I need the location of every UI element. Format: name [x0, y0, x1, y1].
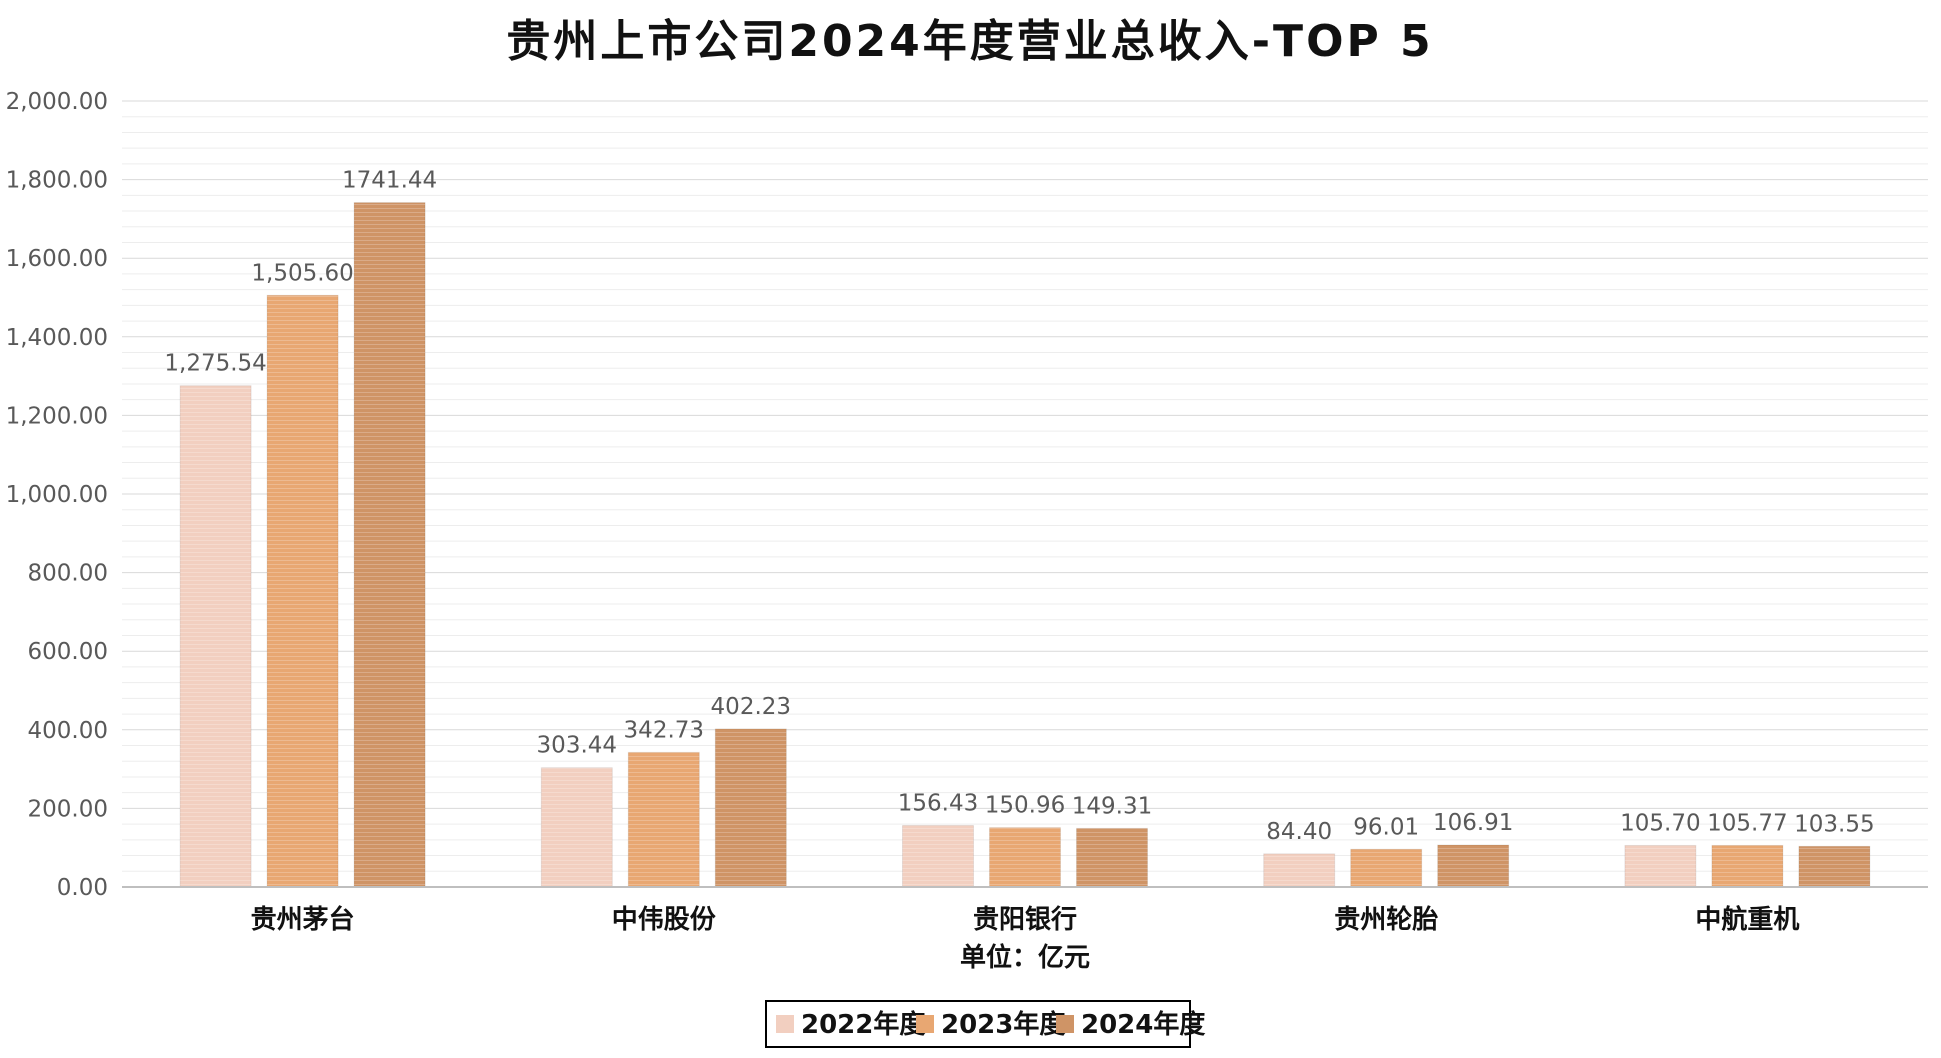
data-label: 96.01	[1353, 814, 1419, 840]
x-tick-label: 贵阳银行	[973, 904, 1077, 935]
bar-texture	[1437, 844, 1509, 887]
x-axis-title: 单位：亿元	[960, 942, 1090, 973]
data-label: 1,275.54	[164, 351, 266, 377]
bar-texture	[267, 295, 339, 887]
y-tick-label: 1,200.00	[6, 403, 108, 429]
bar-texture	[902, 825, 974, 887]
data-label: 105.77	[1707, 810, 1787, 836]
data-label: 84.40	[1266, 819, 1332, 845]
data-label: 1741.44	[342, 168, 437, 194]
bar-texture	[1350, 849, 1422, 887]
data-labels: 1,275.54 1,505.60 1741.44 303.44 342.73 402.2…	[164, 168, 1874, 845]
data-label: 303.44	[537, 733, 617, 759]
data-label: 402.23	[711, 694, 791, 720]
y-tick-label: 200.00	[28, 796, 108, 822]
bar-texture	[989, 827, 1061, 887]
bar-texture	[1076, 828, 1148, 887]
y-tick-label: 800.00	[28, 561, 108, 587]
y-tick-label: 600.00	[28, 639, 108, 665]
legend-swatch	[1056, 1015, 1074, 1033]
legend-box	[765, 1000, 1191, 1048]
y-tick-label: 0.00	[57, 875, 108, 901]
legend-swatch	[916, 1015, 934, 1033]
x-tick-label: 中伟股份	[612, 905, 716, 935]
x-tick-label: 贵州轮胎	[1334, 904, 1438, 935]
bar-texture	[715, 728, 787, 887]
bar-texture	[541, 767, 613, 887]
data-label: 150.96	[985, 793, 1065, 819]
bar-texture	[1798, 846, 1870, 887]
y-tick-label: 1,400.00	[6, 325, 108, 351]
data-label: 342.73	[624, 717, 704, 743]
data-label: 105.70	[1620, 810, 1700, 836]
bar-texture	[1711, 845, 1783, 887]
y-tick-label: 400.00	[28, 718, 108, 744]
data-label: 156.43	[898, 791, 978, 817]
bar-texture	[1624, 845, 1696, 887]
bar-texture	[1263, 853, 1335, 887]
legend-swatch	[776, 1015, 794, 1033]
data-label: 149.31	[1072, 793, 1152, 819]
data-label: 103.55	[1794, 811, 1874, 837]
bars	[179, 202, 1871, 888]
x-axis: 贵州茅台 中伟股份 贵阳银行 贵州轮胎 中航重机	[122, 886, 1928, 935]
legend-label: 2023年度	[941, 1009, 1065, 1040]
chart-title: 贵州上市公司2024年度营业总收入-TOP 5	[506, 16, 1433, 67]
bar-texture	[628, 752, 700, 887]
data-label: 1,505.60	[251, 260, 353, 286]
y-tick-label: 1,000.00	[6, 482, 108, 508]
y-tick-label: 1,800.00	[6, 168, 108, 194]
legend-label: 2024年度	[1081, 1009, 1205, 1040]
y-axis: 0.00 200.00 400.00 600.00 800.00 1,000.00 1,20…	[6, 89, 108, 901]
bar-texture	[354, 202, 426, 887]
x-tick-label: 中航重机	[1695, 904, 1799, 935]
legend: 2022年度 2023年度 2024年度	[765, 1000, 1205, 1048]
legend-label: 2022年度	[801, 1009, 925, 1040]
y-tick-label: 1,600.00	[6, 246, 108, 272]
data-label: 106.91	[1433, 810, 1513, 836]
bar-texture	[180, 385, 252, 887]
y-tick-label: 2,000.00	[6, 89, 108, 115]
x-tick-label: 贵州茅台	[251, 904, 355, 935]
